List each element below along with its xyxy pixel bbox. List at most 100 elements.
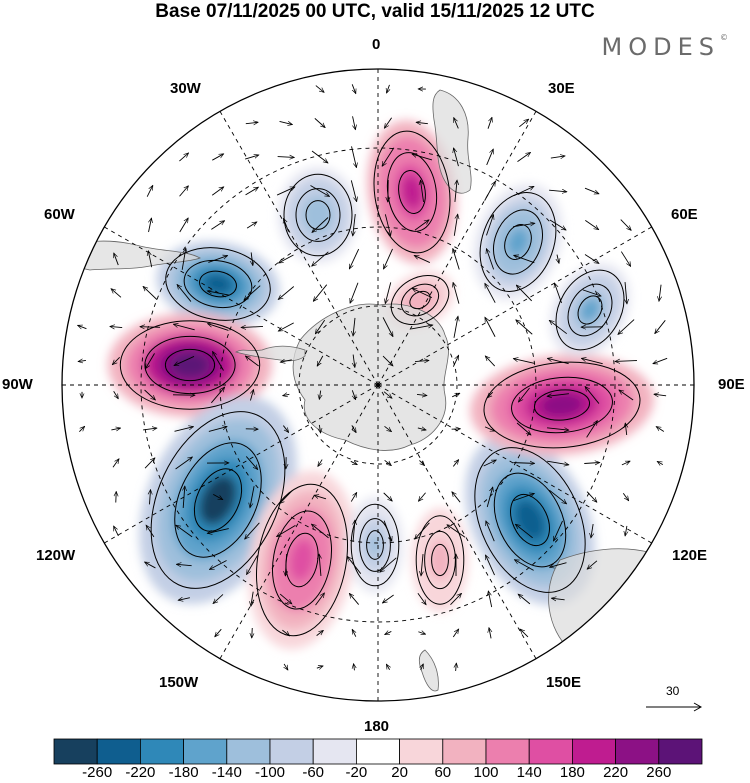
wind-vector — [283, 394, 290, 395]
wind-vector — [414, 220, 429, 231]
wind-vector — [252, 627, 253, 638]
wind-vector — [484, 283, 496, 303]
wind-vector — [518, 594, 531, 605]
wind-vector — [213, 351, 224, 371]
wind-vector — [213, 594, 224, 603]
wind-vector — [420, 180, 424, 202]
wind-vector — [315, 319, 326, 334]
anomaly-band — [539, 392, 585, 418]
wind-vector — [514, 559, 534, 571]
wind-vector — [245, 155, 259, 160]
contour-line — [409, 290, 431, 310]
anomaly-band — [308, 203, 328, 227]
wind-vector — [456, 663, 457, 671]
wind-vector — [114, 253, 119, 266]
wind-vector — [383, 248, 393, 269]
wind-vector — [551, 598, 565, 600]
wind-vector — [207, 528, 229, 534]
latitude-circle-60s — [140, 147, 616, 623]
reference-vector-arrow — [646, 702, 703, 712]
lon-label-30w: 30W — [170, 80, 201, 97]
contour-line — [193, 468, 243, 532]
colorbar-tick-label: -100 — [254, 764, 286, 781]
wind-vector — [453, 282, 460, 304]
wind-vector — [591, 523, 593, 538]
wind-vector — [417, 592, 426, 604]
wind-vector — [277, 157, 295, 158]
wind-vector — [178, 598, 190, 601]
wind-vector — [387, 84, 390, 93]
lon-label-150w: 150W — [159, 674, 199, 691]
colorbar-tick-label: 220 — [603, 764, 629, 781]
wind-vector — [176, 564, 192, 565]
contour-line — [183, 259, 253, 309]
wind-vector — [587, 560, 598, 569]
latitude-circle-80s — [298, 305, 458, 465]
wind-vector — [513, 493, 535, 502]
colorbar-tick-label: 180 — [559, 764, 585, 781]
wind-vector — [550, 562, 567, 568]
wind-vector — [278, 286, 295, 299]
wind-vector — [113, 526, 119, 537]
wind-vector — [486, 249, 495, 270]
contour-line — [150, 411, 286, 589]
wind-vector — [351, 425, 356, 432]
colorbar-swatch — [269, 738, 314, 765]
wind-vector — [351, 629, 356, 637]
contour-line — [577, 295, 603, 325]
contour-line — [555, 269, 625, 351]
wind-vector — [653, 357, 668, 363]
wind-vector — [382, 147, 395, 167]
wind-vector — [549, 190, 567, 192]
wind-vector — [208, 427, 227, 432]
wind-vector — [350, 461, 357, 466]
polar-map — [61, 68, 695, 702]
wind-vector — [280, 360, 292, 362]
contour-line — [174, 442, 262, 558]
south-pole-marker — [376, 383, 380, 387]
contour-line — [144, 335, 236, 395]
wind-vector — [553, 520, 563, 541]
wind-vector — [415, 522, 430, 539]
wind-vector — [245, 456, 257, 469]
wind-vector — [516, 320, 533, 335]
wind-vector — [386, 664, 389, 671]
wind-vector — [384, 214, 390, 235]
wind-vector — [584, 462, 599, 463]
wind-vector — [353, 520, 355, 542]
colorbar-tick-label: -140 — [211, 764, 242, 781]
wind-vector — [312, 251, 329, 266]
reference-vector-label: 30 — [666, 684, 680, 698]
wind-vector — [282, 629, 289, 636]
africa — [432, 89, 472, 194]
wind-vector — [144, 389, 156, 400]
colorbar-tick-label: 260 — [646, 764, 672, 781]
contour-line — [350, 503, 400, 587]
wind-vector — [215, 628, 222, 637]
wind-vector — [146, 525, 155, 538]
lon-label-120e: 120E — [672, 547, 708, 564]
australia — [548, 548, 686, 662]
wind-vector — [516, 285, 533, 302]
wind-vector — [279, 593, 292, 604]
wind-vector — [421, 664, 424, 671]
contour-line — [305, 200, 331, 230]
colorbar-tick-label: -180 — [168, 764, 199, 781]
wind-vector — [412, 287, 433, 299]
wind-vector — [315, 593, 325, 606]
wind-vectors — [78, 84, 668, 671]
wind-vector — [619, 390, 634, 401]
lon-label-60e: 60E — [671, 206, 698, 223]
colorbar — [53, 738, 703, 765]
wind-vector — [416, 122, 428, 123]
wind-vector — [209, 560, 227, 570]
lon-label-30e: 30E — [548, 80, 575, 97]
anomaly-band — [507, 228, 529, 256]
wind-vector — [514, 255, 535, 264]
wind-vector — [383, 492, 393, 501]
wind-vector — [655, 320, 666, 333]
contour-line — [272, 510, 332, 610]
wind-vector — [517, 152, 530, 162]
colorbar-swatch — [183, 738, 228, 765]
wind-vector — [383, 391, 392, 399]
